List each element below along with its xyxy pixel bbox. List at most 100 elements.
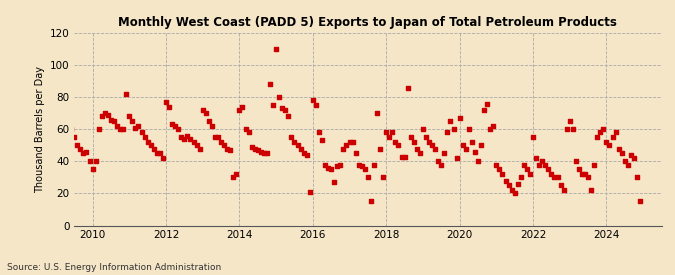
Point [176, 135, 187, 139]
Point [103, 113, 113, 117]
Point [277, 106, 288, 111]
Point [179, 137, 190, 141]
Point [255, 150, 266, 154]
Point [454, 116, 465, 120]
Point [151, 151, 162, 155]
Point [562, 127, 572, 131]
Point [289, 140, 300, 144]
Point [399, 154, 410, 159]
Point [610, 130, 621, 135]
Point [222, 146, 233, 151]
Point [442, 130, 453, 135]
Point [405, 135, 416, 139]
Point [614, 146, 624, 151]
Point [350, 151, 361, 155]
Y-axis label: Thousand Barrels per Day: Thousand Barrels per Day [36, 66, 45, 193]
Point [430, 146, 441, 151]
Point [65, 127, 76, 131]
Title: Monthly West Coast (PADD 5) Exports to Japan of Total Petroleum Products: Monthly West Coast (PADD 5) Exports to J… [118, 16, 618, 29]
Point [105, 117, 116, 122]
Point [540, 162, 551, 167]
Point [231, 172, 242, 176]
Point [411, 146, 422, 151]
Point [237, 104, 248, 109]
Point [155, 151, 165, 155]
Point [249, 146, 260, 151]
Point [286, 135, 297, 139]
Point [280, 108, 291, 112]
Point [145, 143, 156, 147]
Point [99, 111, 110, 116]
Point [173, 127, 184, 131]
Point [393, 143, 404, 147]
Point [482, 101, 493, 106]
Point [243, 130, 254, 135]
Point [111, 124, 122, 128]
Point [485, 127, 495, 131]
Point [387, 130, 398, 135]
Point [628, 156, 639, 160]
Point [362, 175, 373, 180]
Point [84, 159, 95, 164]
Point [170, 124, 181, 128]
Point [301, 153, 312, 157]
Point [326, 167, 337, 172]
Point [506, 188, 517, 192]
Point [69, 135, 80, 139]
Point [574, 167, 585, 172]
Point [228, 175, 239, 180]
Point [466, 140, 477, 144]
Point [421, 135, 431, 139]
Point [604, 143, 615, 147]
Point [451, 156, 462, 160]
Point [552, 175, 563, 180]
Point [271, 47, 281, 51]
Point [292, 143, 303, 147]
Point [396, 154, 407, 159]
Point [78, 151, 89, 155]
Point [433, 159, 443, 164]
Point [589, 162, 599, 167]
Point [634, 199, 645, 204]
Point [534, 162, 545, 167]
Point [53, 109, 64, 114]
Point [356, 164, 367, 168]
Point [576, 172, 587, 176]
Point [234, 108, 245, 112]
Point [503, 183, 514, 188]
Point [402, 85, 413, 90]
Point [595, 130, 605, 135]
Point [314, 130, 325, 135]
Point [344, 140, 355, 144]
Point [304, 190, 315, 194]
Point [157, 156, 168, 160]
Point [115, 127, 126, 131]
Point [259, 151, 269, 155]
Point [472, 159, 483, 164]
Point [375, 146, 385, 151]
Text: Source: U.S. Energy Information Administration: Source: U.S. Energy Information Administ… [7, 263, 221, 272]
Point [117, 127, 128, 131]
Point [626, 153, 637, 157]
Point [310, 103, 321, 107]
Point [136, 130, 147, 135]
Point [93, 127, 104, 131]
Point [491, 162, 502, 167]
Point [479, 108, 489, 112]
Point [439, 151, 450, 155]
Point [470, 150, 481, 154]
Point [381, 130, 392, 135]
Point [87, 167, 98, 172]
Point [215, 140, 226, 144]
Point [203, 119, 214, 123]
Point [57, 114, 68, 119]
Point [558, 188, 569, 192]
Point [464, 127, 475, 131]
Point [476, 143, 487, 147]
Point [622, 162, 633, 167]
Point [570, 159, 581, 164]
Point [163, 104, 174, 109]
Point [59, 124, 70, 128]
Point [317, 138, 327, 143]
Point [130, 125, 141, 130]
